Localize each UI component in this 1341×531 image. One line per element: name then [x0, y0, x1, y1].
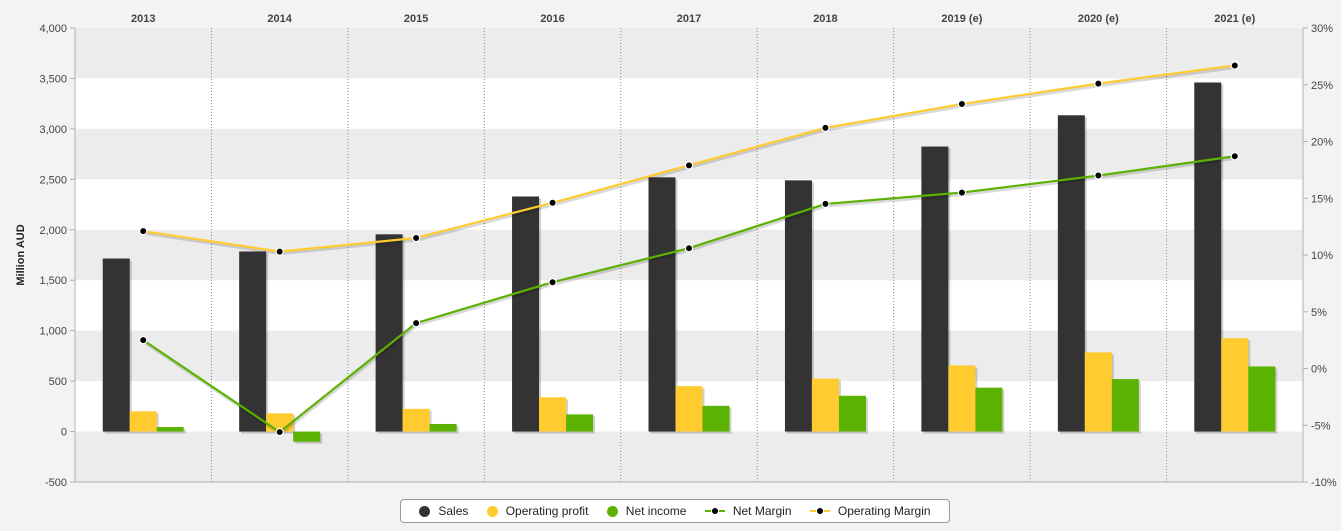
point-operating-margin	[1094, 79, 1103, 88]
y-tick-label: 1,500	[39, 275, 67, 287]
point-net-margin	[957, 188, 967, 197]
y2-tick-label: 20%	[1311, 137, 1333, 149]
bar-operating-profit	[811, 378, 839, 432]
legend-label-net-income: Net income	[625, 504, 687, 518]
y2-tick-label: -10%	[1311, 477, 1337, 489]
bar-sales	[1194, 82, 1222, 432]
y-tick-label: 1,000	[39, 326, 67, 338]
bar-operating-profit	[539, 397, 567, 432]
net-margin-line-icon	[704, 505, 725, 517]
net-income-swatch-icon	[606, 505, 618, 517]
point-operating-margin	[684, 161, 694, 170]
point-net-margin	[1094, 171, 1103, 180]
bar-operating-profit	[129, 411, 157, 432]
y-tick-label: 500	[49, 376, 67, 388]
chart-legend: Sales Operating profit Net income Net Ma…	[400, 499, 950, 523]
legend-label-operating-margin: Operating Margin	[837, 504, 931, 518]
y-tick-label: 2,500	[39, 174, 67, 186]
category-label: 2019 (e)	[941, 13, 982, 25]
point-net-margin	[548, 278, 557, 287]
category-label: 2020 (e)	[1078, 13, 1119, 25]
y2-tick-label: -5%	[1311, 420, 1331, 432]
y-axis-title: Million AUD	[15, 224, 27, 285]
grid-band	[75, 431, 1303, 482]
y-tick-label: 4,000	[39, 23, 67, 35]
legend-item-sales[interactable]: Sales	[419, 504, 468, 518]
y2-tick-label: 10%	[1311, 250, 1333, 262]
y2-tick-label: 5%	[1311, 307, 1327, 319]
bar-net-income	[429, 423, 457, 432]
bar-operating-profit	[1084, 352, 1112, 432]
bar-operating-profit	[675, 386, 703, 432]
bar-sales	[239, 251, 267, 432]
point-net-margin	[821, 199, 830, 209]
point-operating-margin	[139, 226, 148, 236]
bar-net-income	[1248, 366, 1276, 432]
category-label: 2018	[813, 13, 837, 25]
y-tick-label: 3,000	[39, 124, 67, 136]
sales-swatch-icon	[419, 505, 431, 517]
bar-operating-profit	[948, 365, 976, 432]
legend-label-sales: Sales	[438, 504, 469, 518]
bar-sales	[921, 146, 949, 432]
point-net-margin	[139, 335, 148, 345]
category-label: 2014	[267, 13, 292, 25]
bar-net-income	[975, 387, 1003, 432]
bar-operating-profit	[1221, 338, 1249, 432]
point-operating-margin	[957, 99, 967, 109]
legend-item-net-income[interactable]: Net income	[606, 504, 687, 518]
bar-net-income	[156, 427, 184, 432]
y2-tick-label: 30%	[1311, 23, 1333, 35]
legend-item-operating-profit[interactable]: Operating profit	[486, 504, 589, 518]
point-net-margin	[684, 243, 694, 253]
category-label: 2015	[404, 13, 428, 25]
y-tick-label: 3,500	[39, 73, 67, 85]
bar-net-income	[293, 431, 321, 442]
legend-label-net-margin: Net Margin	[732, 504, 792, 518]
grid-band	[75, 128, 1303, 180]
bar-sales	[375, 234, 403, 432]
bar-sales	[102, 258, 130, 432]
bar-operating-profit	[402, 408, 430, 432]
bar-net-income	[1111, 379, 1139, 432]
bar-net-income	[838, 395, 866, 432]
category-label: 2017	[677, 13, 701, 25]
bar-net-income	[566, 414, 594, 432]
legend-label-operating-profit: Operating profit	[505, 504, 589, 518]
bar-sales	[784, 180, 812, 432]
operating-margin-line-icon	[809, 505, 830, 517]
point-net-margin	[1230, 152, 1239, 161]
bar-sales	[1057, 115, 1085, 432]
category-label: 2016	[540, 13, 564, 25]
point-operating-margin	[548, 198, 557, 207]
bar-sales	[648, 177, 676, 432]
y2-tick-label: 0%	[1311, 364, 1327, 376]
operating-profit-swatch-icon	[486, 505, 498, 517]
y-tick-label: 0	[61, 427, 67, 439]
legend-item-operating-margin[interactable]: Operating Margin	[809, 504, 931, 518]
category-label: 2021 (e)	[1214, 13, 1255, 25]
y2-tick-label: 25%	[1311, 80, 1333, 92]
point-operating-margin	[821, 123, 830, 133]
category-label: 2013	[131, 13, 155, 25]
point-net-margin	[411, 318, 421, 328]
point-operating-margin	[411, 233, 421, 243]
y-tick-label: -500	[45, 477, 67, 489]
bar-sales	[512, 196, 540, 432]
y-tick-label: 2,000	[39, 225, 67, 237]
point-net-margin	[275, 427, 284, 437]
point-operating-margin	[275, 247, 284, 256]
grid-band	[75, 28, 1303, 79]
bar-net-income	[702, 405, 730, 432]
point-operating-margin	[1230, 61, 1239, 70]
legend-item-net-margin[interactable]: Net Margin	[704, 504, 792, 518]
y2-tick-label: 15%	[1311, 193, 1333, 205]
